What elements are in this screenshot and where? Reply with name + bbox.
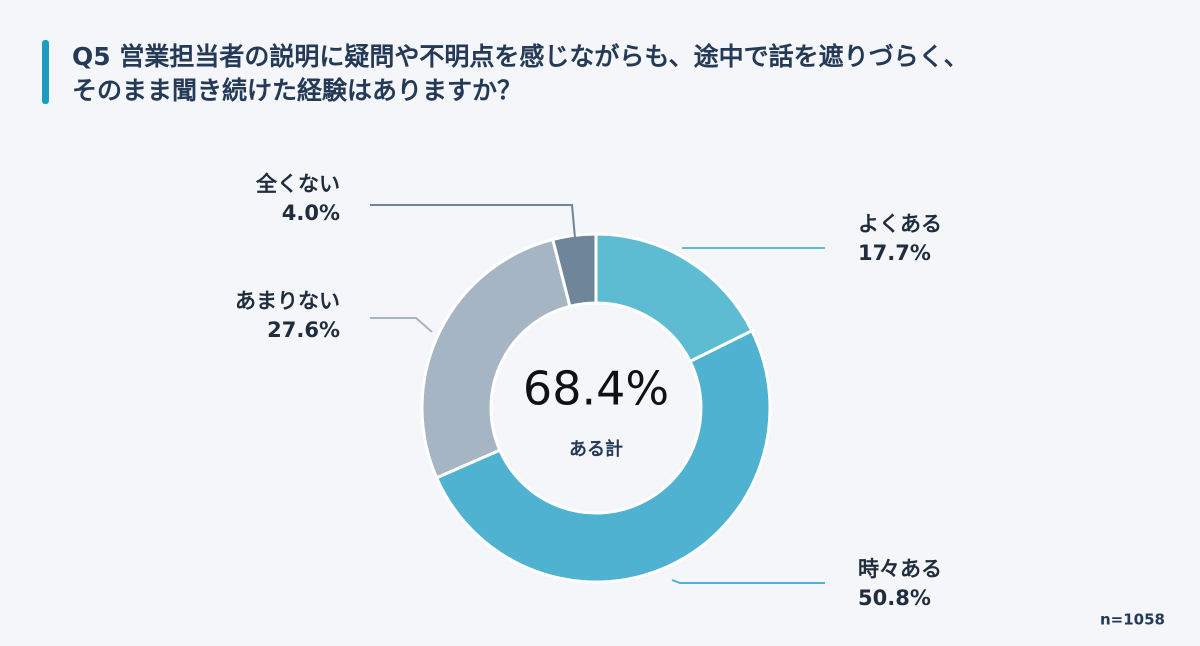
value-label: 17.7% (858, 241, 931, 265)
category-label: 時々ある (858, 557, 942, 581)
value-label: 27.6% (267, 318, 340, 342)
center-caption: ある計 (569, 438, 623, 460)
value-label: 4.0% (282, 201, 340, 225)
leader-line (370, 204, 576, 239)
donut-segment (550, 232, 598, 309)
title-accent (42, 40, 49, 104)
center-label: 68.4% (523, 362, 669, 416)
chart-title: そのまま聞き続けた経験はありますか？ (72, 76, 522, 105)
chart-title: Q5 営業担当者の説明に疑問や不明点を感じながらも、途中で話を遮りづらく、 (72, 42, 969, 71)
category-label: 全くない (255, 172, 340, 196)
category-label: よくある (858, 212, 942, 236)
leader-line (671, 579, 825, 584)
category-label: あまりない (235, 289, 340, 313)
donut-segment (434, 328, 772, 584)
donut-segment (420, 237, 572, 480)
value-label: 50.8% (858, 586, 931, 610)
sample-size: n=1058 (1100, 611, 1165, 629)
leader-line (370, 317, 433, 333)
